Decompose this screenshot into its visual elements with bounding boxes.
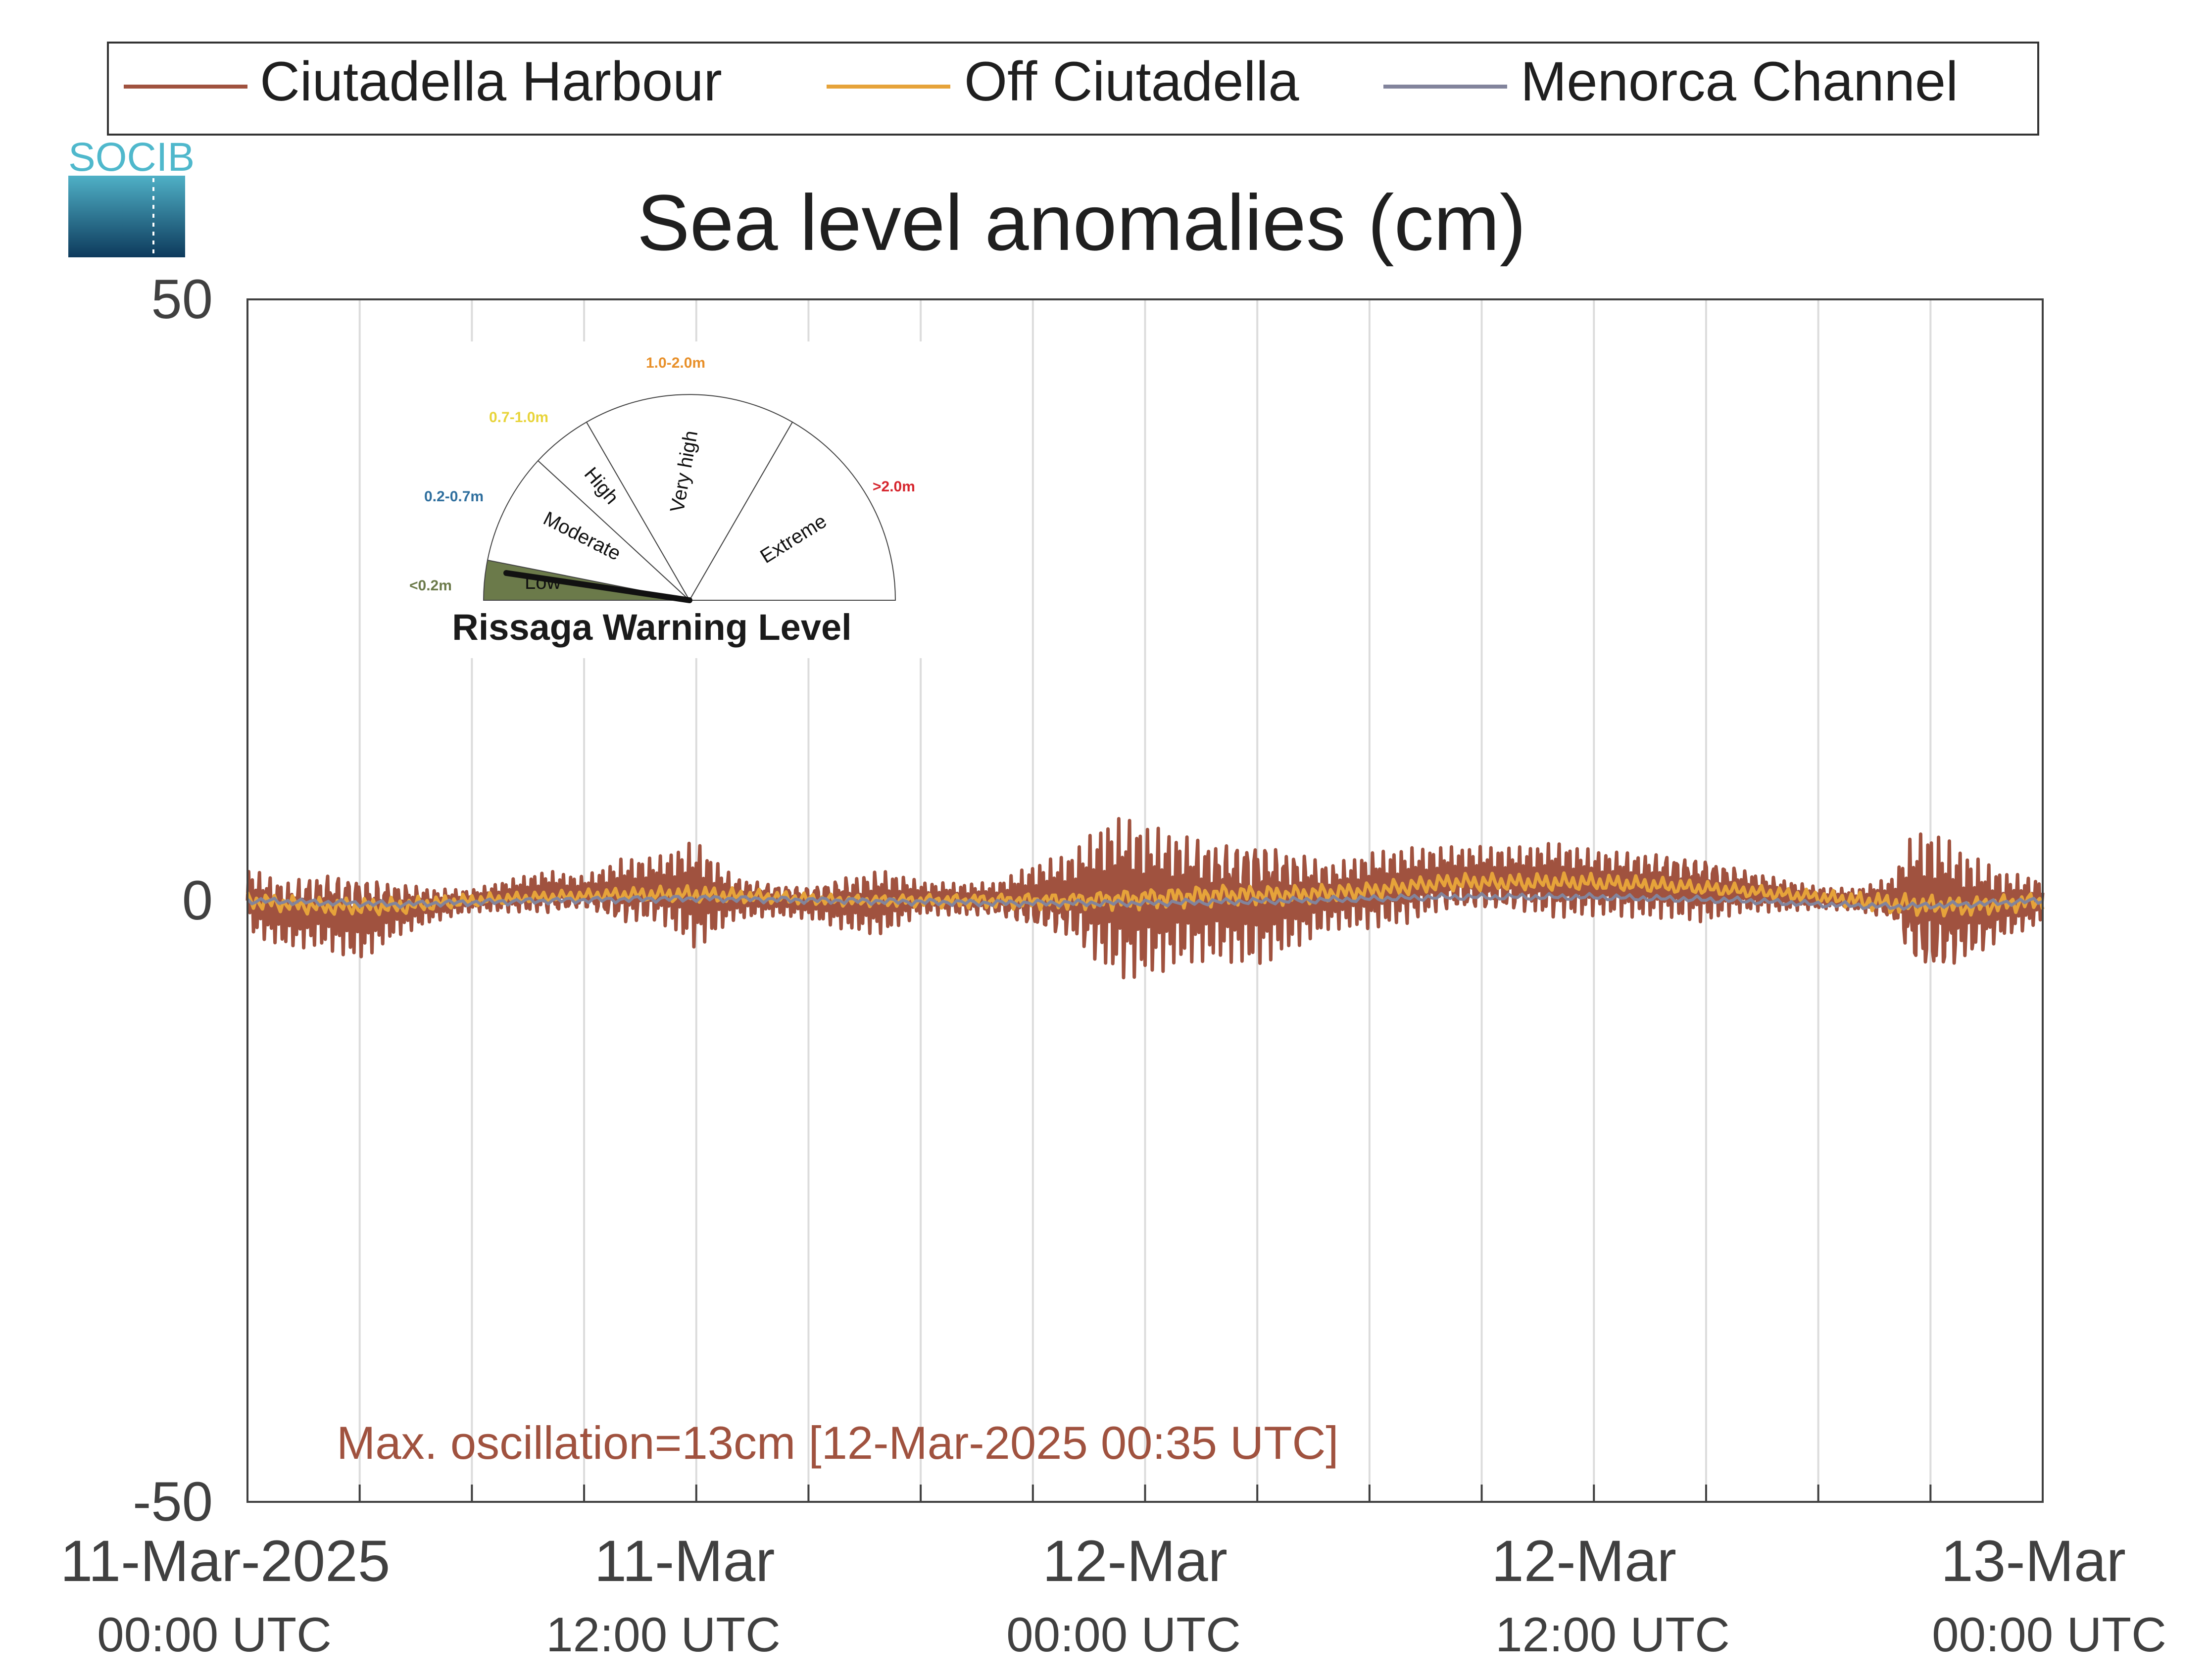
- socib-logo-text: SOCIB: [68, 135, 195, 180]
- gauge-sector-extreme: [688, 421, 896, 601]
- gauge-range-high: 0.7-1.0m: [489, 409, 548, 426]
- xtick-label-2-time: 00:00 UTC: [1006, 1607, 1241, 1662]
- legend-label-off: Off Ciutadella: [964, 50, 1299, 112]
- legend-label-harbour: Ciutadella Harbour: [260, 50, 722, 112]
- xtick-label-4-time: 00:00 UTC: [1932, 1607, 2166, 1662]
- xtick-label-3-date: 12-Mar: [1491, 1529, 1676, 1594]
- series-line-menorca-channel: [246, 892, 2044, 911]
- gauge-range-very-high: 1.0-2.0m: [646, 355, 705, 371]
- xtick-label-2-date: 12-Mar: [1042, 1529, 1227, 1594]
- legend-box: [107, 42, 2039, 136]
- socib-logo-block: [68, 176, 185, 257]
- ytick-label-top: 50: [151, 268, 213, 330]
- xtick-label-3-time: 12:00 UTC: [1495, 1607, 1730, 1662]
- xtick-label-0-date: 11-Mar-2025: [60, 1529, 391, 1594]
- gauge-range-extreme: >2.0m: [873, 479, 915, 495]
- xtick-label-1-date: 11-Mar: [594, 1529, 775, 1594]
- xtick-label-4-date: 13-Mar: [1941, 1529, 2126, 1594]
- series-line-off-ciutadella: [245, 871, 2045, 918]
- xtick-marks: [358, 1485, 1932, 1502]
- gauge-sector-very-high: [586, 394, 793, 601]
- gauge-sector-moderate: [487, 460, 691, 601]
- gauge-needle: [503, 570, 692, 603]
- max-oscillation-annotation: Max. oscillation=13cm [12-Mar-2025 00:35…: [337, 1417, 1339, 1469]
- ytick-label-zero: 0: [182, 869, 213, 931]
- series-group: [245, 817, 2045, 980]
- xtick-label-1-time: 12:00 UTC: [546, 1607, 781, 1662]
- gauge-title: Rissaga Warning Level: [452, 607, 851, 648]
- gauge-range-low: <0.2m: [409, 577, 452, 594]
- chart-title: Sea level anomalies (cm): [637, 178, 1526, 267]
- legend: Ciutadella Harbour Off Ciutadella Menorc…: [107, 42, 2039, 136]
- series-line-ciutadella-harbour: [245, 817, 2045, 980]
- legend-label-channel: Menorca Channel: [1521, 50, 1958, 112]
- gauge-range-moderate: 0.2-0.7m: [424, 488, 484, 505]
- ytick-label-bottom: -50: [133, 1471, 213, 1533]
- socib-logo: SOCIB: [68, 135, 195, 257]
- rissaga-gauge: Low Moderate High Very high Extreme <0.2…: [396, 341, 931, 658]
- xtick-label-0-time: 00:00 UTC: [97, 1607, 332, 1662]
